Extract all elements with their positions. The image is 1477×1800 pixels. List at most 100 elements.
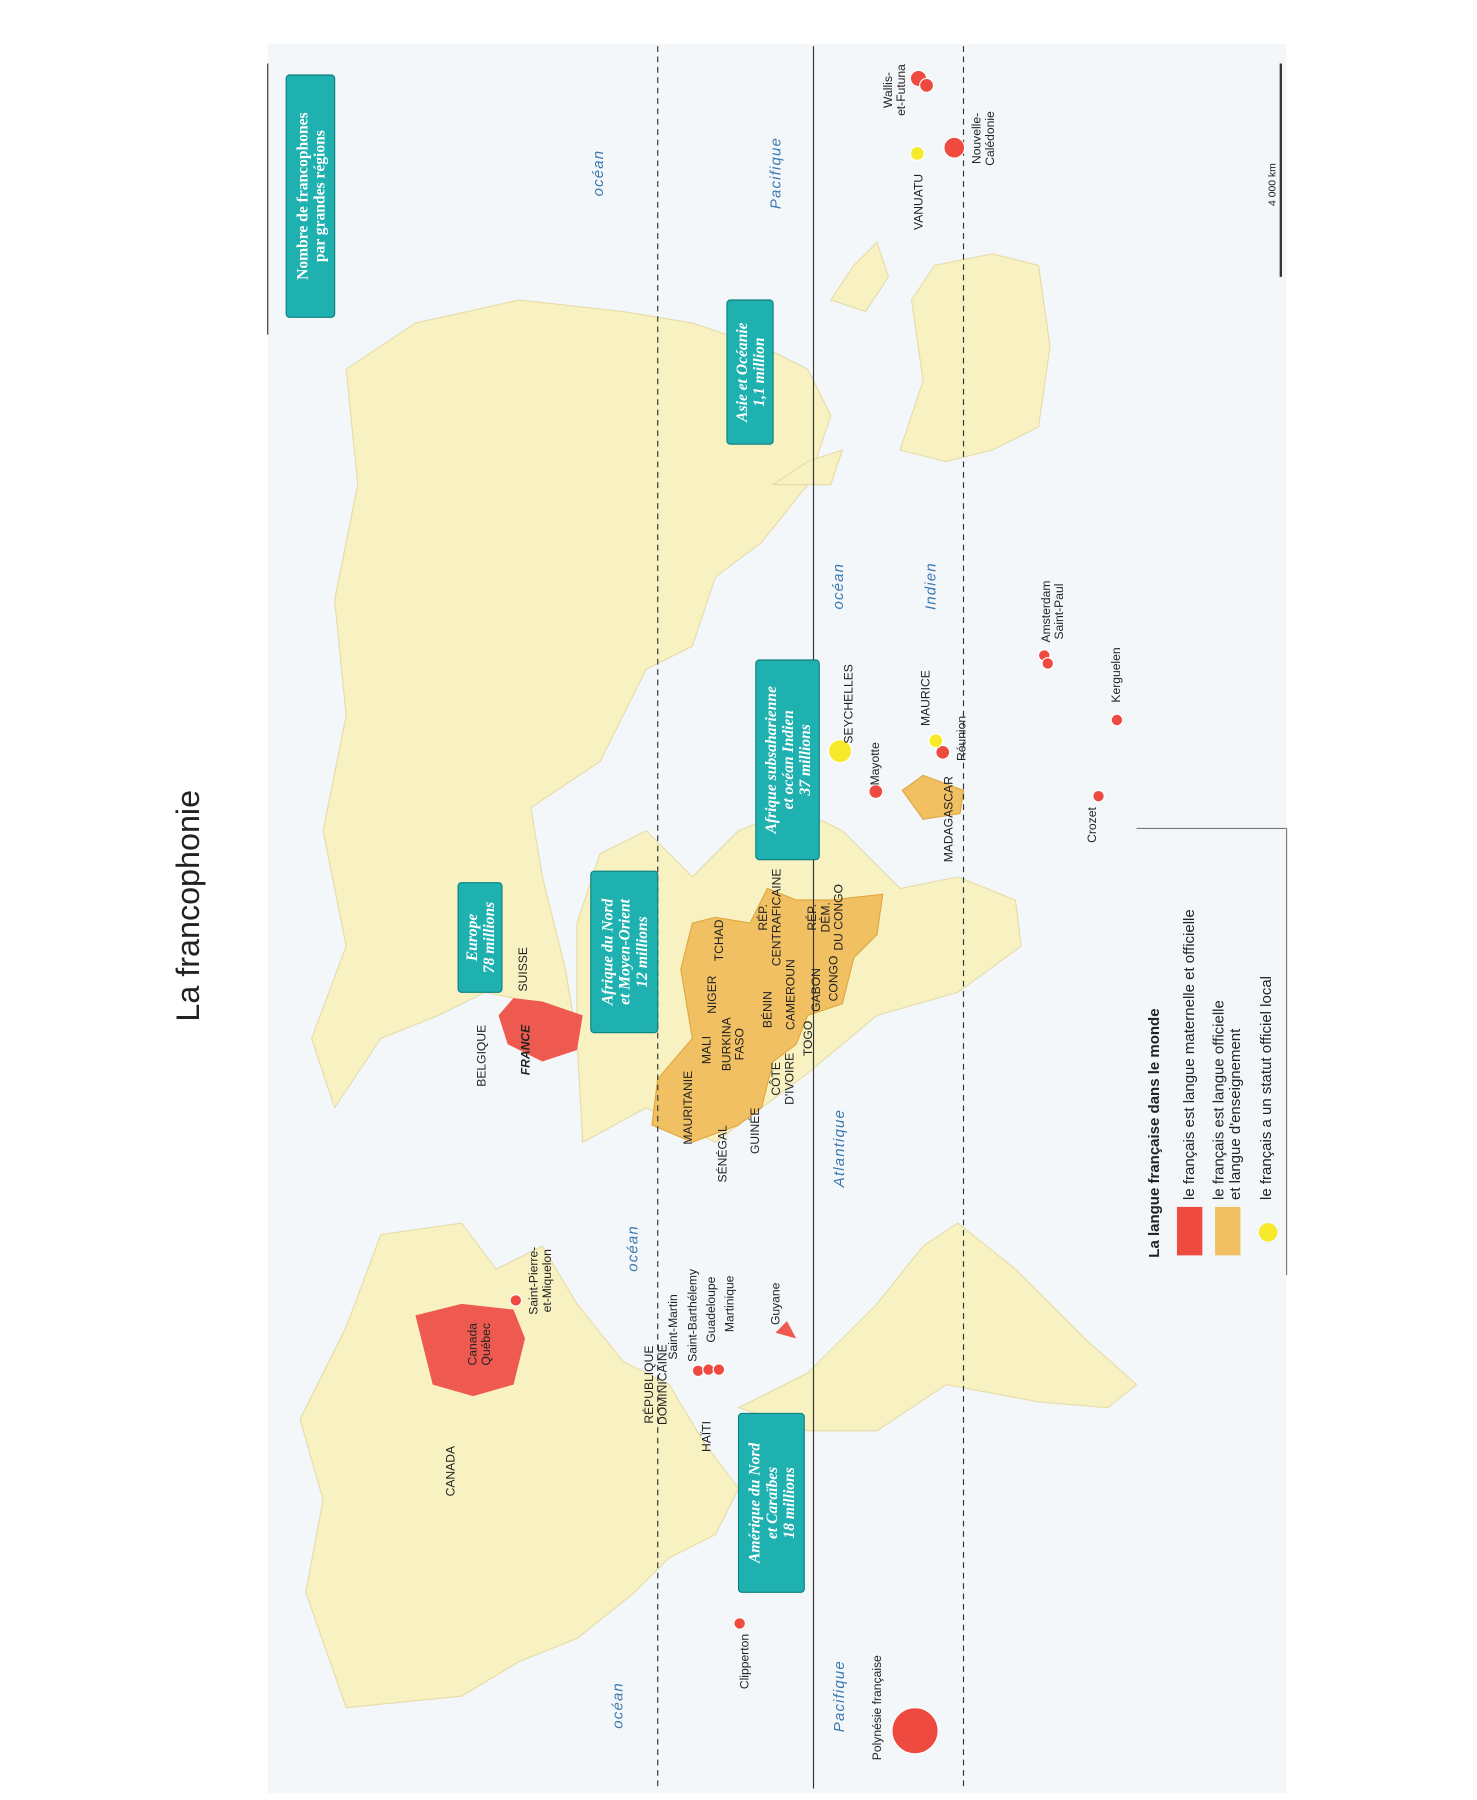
place-label-line: CENTRAFICAINE <box>770 869 784 967</box>
place-label-line: Mayotte <box>868 742 882 785</box>
place-label-line: D'IVOIRE <box>782 1053 796 1105</box>
region-label-line: 18 millions <box>781 1467 798 1538</box>
place-label-line: SUISSE <box>516 947 530 991</box>
place-label: AmsterdamSaint-Paul <box>1039 581 1066 643</box>
place-label: GUINÉE <box>747 1108 762 1154</box>
place-label-line: BURKINA <box>719 1016 733 1071</box>
place-label-line: CAMEROUN <box>784 959 798 1030</box>
islands <box>771 241 890 486</box>
ocean-label: Pacifique <box>768 137 785 209</box>
region-label: Europe78 millions <box>464 902 498 973</box>
place-label: MALI <box>699 1036 713 1064</box>
legend-item-line: le français est langue maternelle et off… <box>1181 909 1198 1200</box>
legend-swatches <box>1136 827 1288 1275</box>
place-label-line: HAÏTI <box>699 1421 713 1452</box>
ocean-label-line: Atlantique <box>831 1109 848 1188</box>
madagascar-official <box>901 774 965 820</box>
dot <box>943 136 966 159</box>
ocean-label-line: Indien <box>922 562 939 610</box>
place-label: HAÏTI <box>699 1421 713 1452</box>
place-label: CONGO <box>826 956 840 1002</box>
region-box <box>726 299 774 445</box>
place-label-line: GABON <box>809 968 823 1012</box>
place-label: Saint-Martin <box>666 1294 680 1359</box>
place-label: Guyane <box>769 1282 783 1325</box>
place-label: SUISSE <box>516 947 530 991</box>
place-label: Saint-Pierre-et-Miquelon <box>527 1247 554 1315</box>
region-label-line: Afrique subsaharienne <box>763 686 780 835</box>
south-america <box>736 1222 1138 1432</box>
place-label-line: Polynésie française <box>870 1655 884 1760</box>
legend-item: le français a un statut officiel local <box>1258 976 1275 1200</box>
summary-box <box>285 74 336 318</box>
place-label: Réunion <box>954 716 968 761</box>
region-box <box>457 882 503 993</box>
place-label-line: MAURITANIE <box>681 1071 695 1145</box>
place-label-line: Québec <box>479 1323 493 1365</box>
place-label-line: DOMINICAINE <box>655 1344 669 1425</box>
region-label: Afrique subsaharienneet océan Indien37 m… <box>763 686 814 835</box>
legend-swatch <box>1215 1206 1241 1256</box>
region-box <box>737 1412 805 1593</box>
dot <box>935 744 951 760</box>
dot <box>868 784 884 800</box>
legend-swatch <box>1258 1223 1278 1242</box>
graticule <box>267 46 1282 1789</box>
place-label-line: CANADA <box>443 1445 457 1496</box>
place-label: Nouvelle-Calédonie <box>970 111 997 166</box>
place-label-line: BÉNIN <box>760 991 775 1028</box>
summary-box-text-line: par grandes régions <box>311 130 328 262</box>
place-label: CANADA <box>443 1445 457 1496</box>
place-label: FRANCE <box>518 1024 532 1075</box>
place-label: TOGO <box>801 1021 815 1056</box>
place-label: CAMEROUN <box>784 959 798 1030</box>
place-label-line: Crozet <box>1085 807 1099 843</box>
francophone-areas <box>415 774 965 1397</box>
ocean-label: Indien <box>922 562 939 610</box>
place-label-line: RÉP. <box>804 904 819 931</box>
place-label-line: Saint-Paul <box>1052 584 1066 640</box>
place-label: RÉP.CENTRAFICAINE <box>755 869 783 967</box>
place-label-line: Amsterdam <box>1039 581 1053 643</box>
place-label: CÔTED'IVOIRE <box>768 1053 796 1105</box>
place-label: BÉNIN <box>760 991 775 1028</box>
place-label: Kerguelen <box>1109 647 1123 702</box>
place-label-line: FRANCE <box>518 1024 532 1075</box>
place-label: BELGIQUE <box>474 1025 488 1087</box>
guyane-maternal <box>775 1321 797 1339</box>
place-label-line: MADAGASCAR <box>942 776 956 862</box>
ocean-label: Pacifique <box>831 1660 848 1732</box>
region-label-line: et océan Indien <box>780 710 797 809</box>
legend-swatch <box>1176 1206 1203 1256</box>
ocean-label: océan <box>625 1225 642 1272</box>
dot <box>909 145 925 161</box>
place-label-line: Nouvelle- <box>970 113 984 164</box>
place-label: SÉNÉGAL <box>715 1125 730 1182</box>
place-label: MADAGASCAR <box>942 776 956 862</box>
place-label-line: FASO <box>733 1028 747 1060</box>
place-label-line: DÉM. <box>817 902 832 932</box>
ocean-label-line: océan <box>590 150 607 197</box>
region-box <box>755 659 820 861</box>
dot <box>509 1294 523 1307</box>
place-label-line: NIGER <box>705 975 719 1014</box>
region-label: Afrique du Nordet Moyen-Orient12 million… <box>600 898 651 1006</box>
place-label-line: TCHAD <box>712 919 726 961</box>
dot <box>1041 657 1055 670</box>
region-box <box>590 870 659 1034</box>
place-label: GABON <box>809 968 823 1012</box>
place-label-line: VANUATU <box>912 174 926 230</box>
legend-item: le français est langue maternelle et off… <box>1181 909 1198 1200</box>
region-label-line: et Moyen-Orient <box>617 898 634 1005</box>
place-label-line: Saint-Martin <box>666 1294 680 1359</box>
legend-title-line: La langue française dans le monde <box>1146 1008 1163 1257</box>
place-label-line: RÉPUBLIQUE <box>641 1346 656 1424</box>
region-label-line: 78 millions <box>481 902 498 973</box>
place-label: BURKINAFASO <box>719 1016 746 1071</box>
place-label-line: GUINÉE <box>747 1108 762 1154</box>
place-label-line: Calédonie <box>983 111 997 166</box>
region-label-line: 12 millions <box>634 916 651 987</box>
dots <box>509 69 1124 1755</box>
map-title: La francophonie <box>170 790 206 1022</box>
